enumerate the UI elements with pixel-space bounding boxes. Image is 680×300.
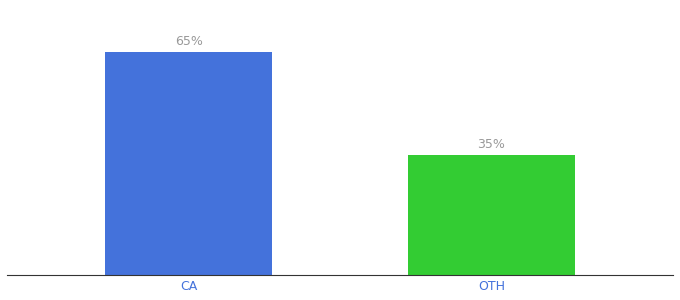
Bar — [105, 52, 272, 275]
Text: 35%: 35% — [477, 138, 505, 151]
Bar — [408, 155, 575, 275]
Text: 65%: 65% — [175, 34, 203, 47]
